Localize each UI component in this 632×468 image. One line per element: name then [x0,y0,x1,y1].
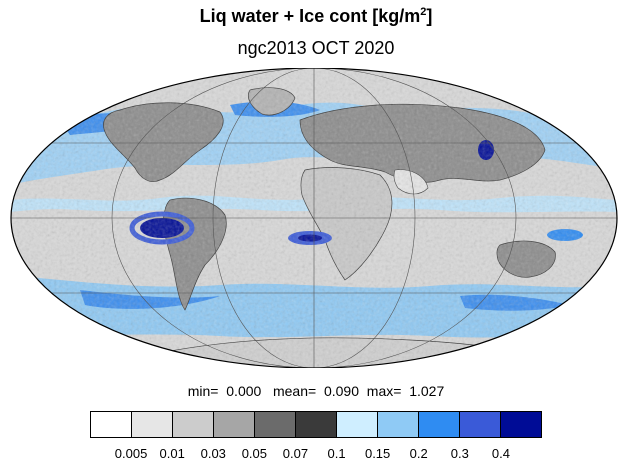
colorbar-label: 0.3 [450,446,469,461]
colorbar-swatch [378,412,419,437]
colorbar-swatch [132,412,173,437]
title-close: ] [426,6,433,26]
globe-outline [10,68,618,368]
max-label: max= [366,383,402,399]
map-title: Liq water + Ice cont [kg/m2] [0,6,632,27]
colorbar-swatch [214,412,255,437]
colorbar-swatch [91,412,132,437]
title-text: Liq water + Ice cont [kg/m [199,6,421,26]
title-superscript: 2 [420,6,427,18]
colorbar-label: 0.1 [327,446,346,461]
colorbar-swatch [419,412,460,437]
min-label: min= [187,383,219,399]
mean-value: 0.090 [323,383,360,399]
colorbar-label: 0.05 [241,446,268,461]
colorbar [90,411,542,438]
map-subtitle: ngc2013 OCT 2020 [237,38,395,58]
colorbar-label: 0.005 [114,446,148,461]
colorbar-swatch [337,412,378,437]
colorbar-swatch [173,412,214,437]
colorbar-swatch [255,412,296,437]
colorbar-swatch [296,412,337,437]
colorbar-label: 0.4 [491,446,510,461]
graticule [11,68,617,368]
min-value: 0.000 [226,383,262,399]
globe-content [11,68,617,368]
mean-label: mean= [272,383,317,399]
colorbar-swatch [460,412,501,437]
colorbar-label: 0.03 [200,446,226,461]
mollweide-map [10,68,618,368]
max-value: 1.027 [409,383,445,399]
colorbar-label: 0.07 [282,446,309,461]
colorbar-label: 0.2 [409,446,428,461]
colorbar-label: 0.01 [159,446,185,461]
statistics-line: min= 0.000 mean= 0.090 max= 1.027 [0,383,632,399]
colorbar-label: 0.15 [364,446,391,461]
colorbar-swatch [501,412,541,437]
